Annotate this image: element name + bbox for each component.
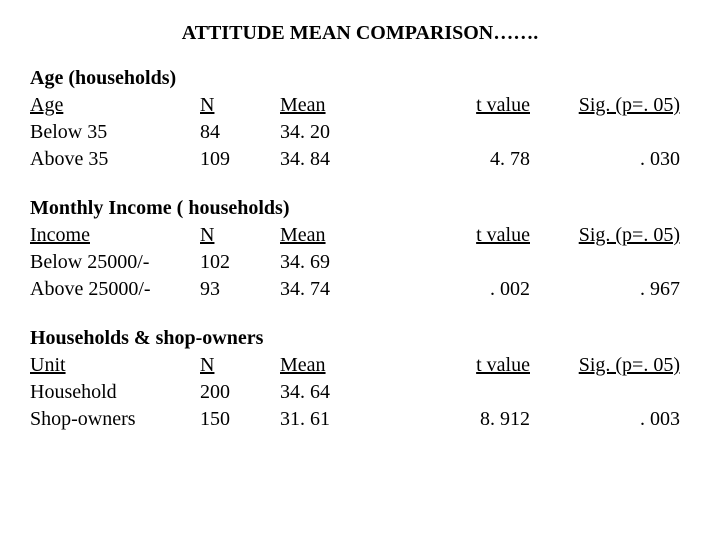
section-header: Households & shop-owners [30,325,690,352]
row-t [420,119,540,146]
row-sig: . 003 [540,406,680,433]
row-t [420,249,540,276]
table-row: Shop-owners 150 31. 61 8. 912 . 003 [30,406,690,433]
row-sig [540,249,680,276]
col-label: t value [476,224,530,246]
section-age: Age (households) Age N Mean t value Sig.… [30,65,690,173]
row-label: Below 25000/- [30,249,200,276]
row-n: 109 [200,146,280,173]
row-mean: 34. 84 [280,146,420,173]
col-label: Sig. (p=. 05) [579,224,680,246]
col-label: Income [30,224,90,246]
col-label: t value [476,354,530,376]
col-label: Unit [30,354,66,376]
page-title: ATTITUDE MEAN COMPARISON……. [30,20,690,47]
row-label: Above 25000/- [30,276,200,303]
col-label: Sig. (p=. 05) [579,94,680,116]
row-t: 8. 912 [420,406,540,433]
row-sig: . 030 [540,146,680,173]
column-header-row: Unit N Mean t value Sig. (p=. 05) [30,352,690,379]
row-n: 102 [200,249,280,276]
col-label: N [200,354,214,376]
row-mean: 34. 69 [280,249,420,276]
row-sig [540,379,680,406]
row-t [420,379,540,406]
row-n: 150 [200,406,280,433]
col-label: Mean [280,224,326,246]
row-label: Below 35 [30,119,200,146]
row-n: 93 [200,276,280,303]
section-income: Monthly Income ( households) Income N Me… [30,195,690,303]
row-t: . 002 [420,276,540,303]
row-label: Household [30,379,200,406]
row-mean: 34. 74 [280,276,420,303]
row-mean: 34. 20 [280,119,420,146]
row-n: 200 [200,379,280,406]
col-label: Mean [280,354,326,376]
row-label: Above 35 [30,146,200,173]
column-header-row: Age N Mean t value Sig. (p=. 05) [30,92,690,119]
row-sig [540,119,680,146]
section-unit: Households & shop-owners Unit N Mean t v… [30,325,690,433]
col-label: Age [30,94,63,116]
table-row: Below 35 84 34. 20 [30,119,690,146]
table-row: Above 35 109 34. 84 4. 78 . 030 [30,146,690,173]
row-sig: . 967 [540,276,680,303]
row-label: Shop-owners [30,406,200,433]
col-label: Sig. (p=. 05) [579,354,680,376]
section-header: Age (households) [30,65,690,92]
col-label: N [200,224,214,246]
row-t: 4. 78 [420,146,540,173]
table-row: Below 25000/- 102 34. 69 [30,249,690,276]
row-mean: 34. 64 [280,379,420,406]
row-n: 84 [200,119,280,146]
row-mean: 31. 61 [280,406,420,433]
table-row: Above 25000/- 93 34. 74 . 002 . 967 [30,276,690,303]
column-header-row: Income N Mean t value Sig. (p=. 05) [30,222,690,249]
col-label: N [200,94,214,116]
col-label: Mean [280,94,326,116]
col-label: t value [476,94,530,116]
table-row: Household 200 34. 64 [30,379,690,406]
section-header: Monthly Income ( households) [30,195,690,222]
